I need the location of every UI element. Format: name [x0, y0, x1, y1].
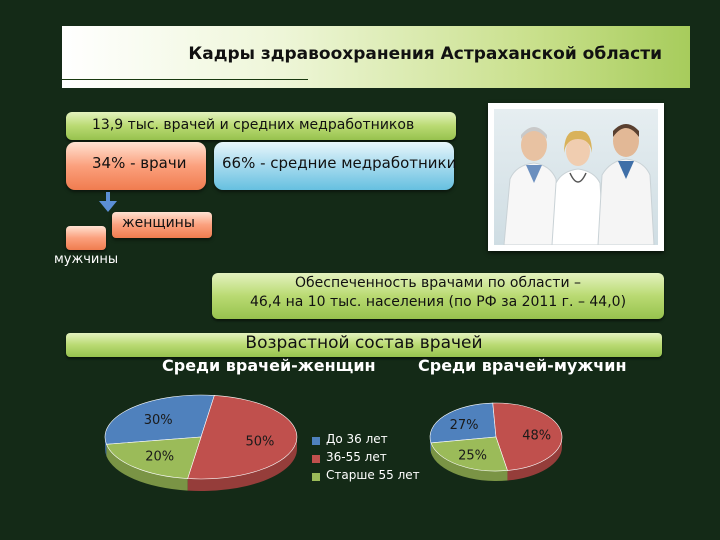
pie-side-wall [431, 442, 508, 481]
pie-slice [187, 395, 297, 480]
age-header-label: Возрастной состав врачей [245, 333, 483, 353]
legend-label: 36-55 лет [326, 450, 387, 464]
pie-side-wall [507, 437, 562, 481]
doctors-photo [488, 103, 664, 251]
men-label: мужчины [54, 252, 119, 267]
pie-value-label: 50% [245, 435, 274, 450]
chart-women-title: Среди врачей-женщин [162, 356, 376, 375]
pie-slice [104, 394, 215, 445]
coverage-line2: 46,4 на 10 тыс. населения (по РФ за 2011… [249, 294, 627, 310]
age-header-box: Возрастной состав врачей [66, 333, 662, 357]
women-label: женщины [122, 215, 195, 231]
legend-swatch-green [312, 473, 320, 481]
legend-label: Старше 55 лет [326, 468, 420, 482]
total-staff-box: 13,9 тыс. врачей и средних медработников [66, 112, 456, 140]
women-bar: женщины [112, 212, 212, 238]
pie-value-label: 27% [450, 418, 479, 433]
title-banner: Кадры здравоохранения Астраханской облас… [62, 26, 690, 88]
nurses-share-label: 66% - средние медработники [222, 154, 457, 172]
pie-value-label: 48% [522, 429, 551, 444]
down-arrow-icon [99, 192, 117, 212]
pie-value-label: 30% [144, 413, 173, 428]
pie-slice [430, 436, 508, 472]
pie-side-wall [187, 437, 297, 491]
legend-label: До 36 лет [326, 432, 388, 446]
doctors-share-label: 34% - врачи [92, 154, 187, 172]
men-bar [66, 226, 106, 250]
pie-slice [106, 436, 202, 479]
coverage-box: Обеспеченность врачами по области – 46,4… [212, 273, 664, 319]
pie-slice [429, 402, 497, 444]
legend-swatch-red [312, 455, 320, 463]
coverage-line1: Обеспеченность врачами по области – [294, 275, 581, 291]
legend-swatch-blue [312, 437, 320, 445]
pie-side-wall [106, 444, 188, 491]
doctors-group-icon [503, 124, 655, 245]
doctors-share-box: 34% - врачи [66, 142, 206, 190]
pie-value-label: 20% [145, 450, 174, 465]
total-staff-label: 13,9 тыс. врачей и средних медработников [92, 117, 415, 133]
pie-value-label: 25% [458, 448, 487, 463]
nurses-share-box: 66% - средние медработники [214, 142, 457, 190]
title-underline [62, 79, 308, 80]
chart-men-title: Среди врачей-мужчин [418, 356, 627, 375]
slide-title: Кадры здравоохранения Астраханской облас… [188, 44, 662, 64]
pie-slice [492, 402, 563, 471]
